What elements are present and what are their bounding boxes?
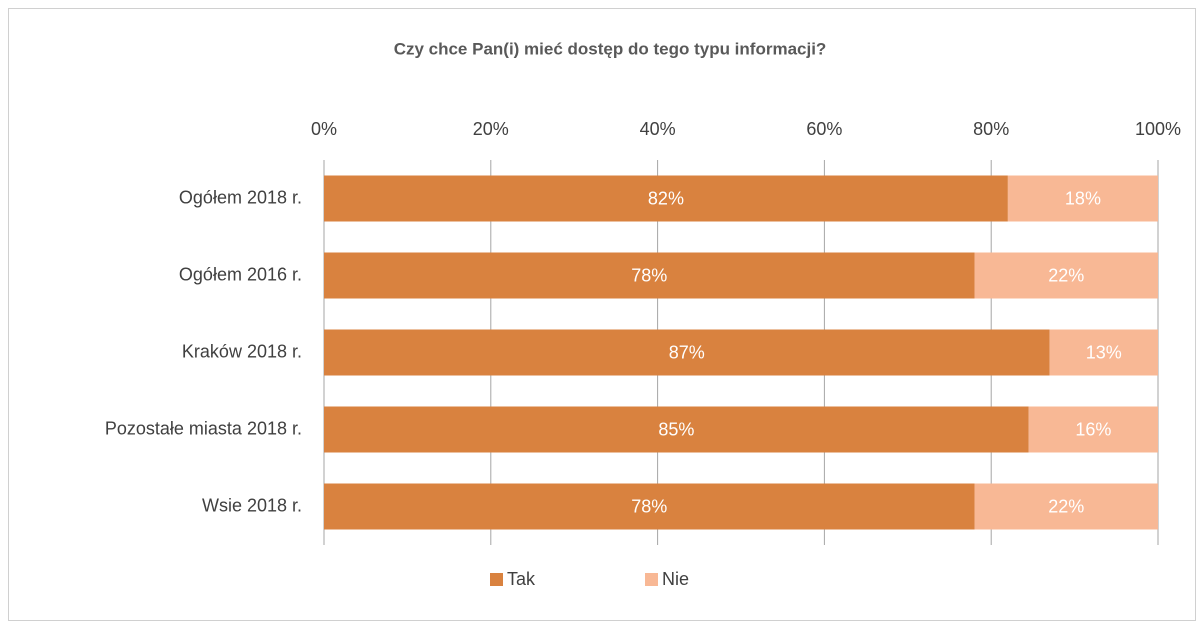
data-label: 13% (1086, 342, 1122, 362)
x-tick-label: 100% (1135, 119, 1181, 139)
bar-segment (1007, 175, 1158, 222)
bar-segment (1028, 406, 1158, 453)
bar-segment (324, 483, 975, 530)
data-label: 18% (1065, 188, 1101, 208)
x-tick-label: 20% (473, 119, 509, 139)
y-tick-label: Ogółem 2016 r. (179, 264, 302, 284)
x-tick-label: 40% (640, 119, 676, 139)
bar-segment (324, 252, 975, 299)
data-label: 82% (648, 188, 684, 208)
data-label: 78% (631, 496, 667, 516)
data-label: 16% (1075, 419, 1111, 439)
y-tick-label: Kraków 2018 r. (182, 341, 302, 361)
legend-label: Tak (507, 569, 536, 589)
bar-segment (974, 252, 1158, 299)
y-tick-label: Wsie 2018 r. (202, 495, 302, 515)
data-label: 22% (1048, 265, 1084, 285)
chart-title: Czy chce Pan(i) mieć dostęp do tego typu… (394, 39, 827, 58)
bar-segment (974, 483, 1158, 530)
y-tick-label: Pozostałe miasta 2018 r. (105, 418, 302, 438)
x-tick-label: 60% (806, 119, 842, 139)
x-tick-label: 0% (311, 119, 337, 139)
x-tick-label: 80% (973, 119, 1009, 139)
data-label: 85% (658, 419, 694, 439)
y-tick-label: Ogółem 2018 r. (179, 187, 302, 207)
data-label: 78% (631, 265, 667, 285)
legend-swatch (645, 573, 658, 586)
legend-label: Nie (662, 569, 689, 589)
bar-segment (1049, 329, 1158, 376)
bar-segment (324, 175, 1008, 222)
data-label: 87% (669, 342, 705, 362)
bar-segment (324, 406, 1029, 453)
legend-swatch (490, 573, 503, 586)
bar-segment (324, 329, 1050, 376)
data-label: 22% (1048, 496, 1084, 516)
